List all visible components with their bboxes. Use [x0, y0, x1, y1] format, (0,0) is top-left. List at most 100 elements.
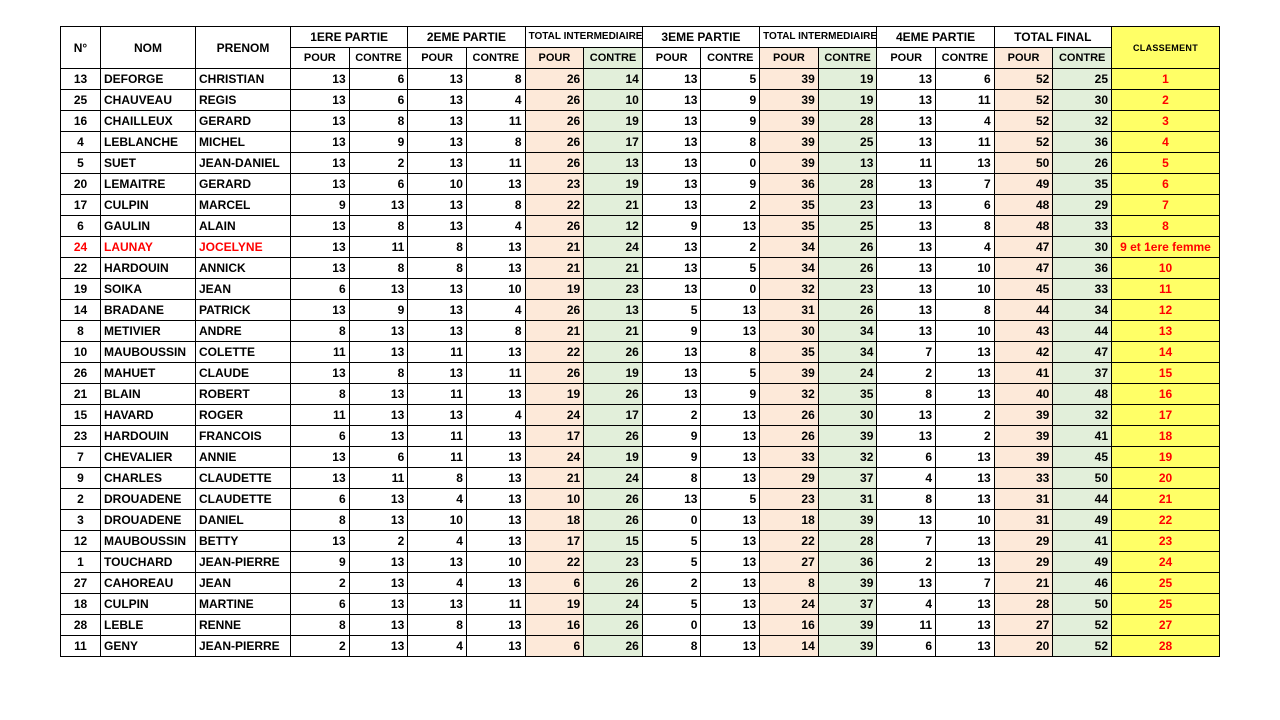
table-body: 13DEFORGECHRISTIAN1361382614135391913652… — [61, 69, 1220, 657]
cell-nom: LAUNAY — [101, 237, 196, 258]
cell-classement: 10 — [1112, 258, 1220, 279]
cell-contre: 13 — [466, 384, 525, 405]
cell-pour: 28 — [994, 594, 1053, 615]
cell-contre: 8 — [466, 195, 525, 216]
cell-contre: 28 — [818, 531, 877, 552]
cell-contre: 19 — [584, 111, 643, 132]
cell-num: 26 — [61, 363, 101, 384]
cell-contre: 9 — [701, 174, 760, 195]
cell-contre: 8 — [349, 216, 408, 237]
cell-pour: 8 — [877, 384, 936, 405]
cell-pour: 6 — [291, 426, 350, 447]
cell-contre: 13 — [936, 594, 995, 615]
cell-nom: CULPIN — [101, 195, 196, 216]
cell-contre: 13 — [466, 174, 525, 195]
cell-pour: 39 — [994, 405, 1053, 426]
cell-contre: 13 — [466, 468, 525, 489]
header-interm-1: TOTAL INTERMEDIAIRE — [525, 27, 642, 48]
cell-contre: 13 — [466, 447, 525, 468]
cell-nom: METIVIER — [101, 321, 196, 342]
cell-contre: 25 — [818, 132, 877, 153]
cell-pour: 13 — [408, 552, 467, 573]
cell-nom: CHAILLEUX — [101, 111, 196, 132]
cell-contre: 2 — [349, 531, 408, 552]
cell-pour: 4 — [408, 489, 467, 510]
cell-nom: LEMAITRE — [101, 174, 196, 195]
cell-contre: 6 — [349, 90, 408, 111]
cell-pour: 26 — [525, 111, 584, 132]
cell-prenom: MARCEL — [196, 195, 291, 216]
table-row: 7CHEVALIERANNIE1361113241991333326133945… — [61, 447, 1220, 468]
cell-num: 1 — [61, 552, 101, 573]
table-row: 11GENYJEAN-PIERRE21341362681314396132052… — [61, 636, 1220, 657]
cell-pour: 11 — [877, 615, 936, 636]
subheader-contre: CONTRE — [936, 48, 995, 69]
table-row: 9CHARLESCLAUDETTE13118132124813293741333… — [61, 468, 1220, 489]
cell-prenom: ANNICK — [196, 258, 291, 279]
cell-contre: 5 — [701, 489, 760, 510]
cell-contre: 13 — [349, 636, 408, 657]
cell-pour: 39 — [994, 426, 1053, 447]
cell-contre: 26 — [1053, 153, 1112, 174]
cell-pour: 33 — [760, 447, 819, 468]
cell-pour: 13 — [642, 90, 701, 111]
cell-pour: 26 — [525, 153, 584, 174]
cell-contre: 19 — [584, 174, 643, 195]
cell-pour: 13 — [408, 279, 467, 300]
cell-contre: 10 — [936, 258, 995, 279]
cell-pour: 48 — [994, 195, 1053, 216]
cell-pour: 7 — [877, 531, 936, 552]
cell-pour: 13 — [642, 69, 701, 90]
cell-num: 6 — [61, 216, 101, 237]
cell-contre: 31 — [818, 489, 877, 510]
cell-pour: 13 — [291, 153, 350, 174]
cell-contre: 6 — [349, 447, 408, 468]
cell-contre: 39 — [818, 615, 877, 636]
subheader-pour: POUR — [408, 48, 467, 69]
cell-contre: 17 — [584, 405, 643, 426]
cell-nom: LEBLE — [101, 615, 196, 636]
cell-pour: 52 — [994, 69, 1053, 90]
cell-pour: 8 — [760, 573, 819, 594]
cell-classement: 18 — [1112, 426, 1220, 447]
cell-pour: 9 — [642, 216, 701, 237]
cell-pour: 49 — [994, 174, 1053, 195]
cell-contre: 19 — [818, 69, 877, 90]
cell-pour: 31 — [994, 510, 1053, 531]
cell-num: 3 — [61, 510, 101, 531]
cell-num: 7 — [61, 447, 101, 468]
cell-contre: 8 — [466, 132, 525, 153]
cell-classement: 19 — [1112, 447, 1220, 468]
cell-contre: 13 — [701, 594, 760, 615]
cell-classement: 17 — [1112, 405, 1220, 426]
cell-contre: 13 — [466, 510, 525, 531]
cell-pour: 6 — [291, 594, 350, 615]
cell-num: 2 — [61, 489, 101, 510]
cell-contre: 13 — [701, 405, 760, 426]
cell-contre: 26 — [584, 426, 643, 447]
cell-contre: 32 — [1053, 405, 1112, 426]
cell-nom: CAHOREAU — [101, 573, 196, 594]
cell-classement: 9 et 1ere femme — [1112, 237, 1220, 258]
subheader-contre: CONTRE — [701, 48, 760, 69]
cell-contre: 13 — [701, 615, 760, 636]
cell-contre: 21 — [584, 321, 643, 342]
cell-pour: 18 — [525, 510, 584, 531]
cell-prenom: CHRISTIAN — [196, 69, 291, 90]
cell-contre: 13 — [349, 573, 408, 594]
cell-prenom: DANIEL — [196, 510, 291, 531]
cell-contre: 30 — [1053, 90, 1112, 111]
cell-nom: CHEVALIER — [101, 447, 196, 468]
cell-pour: 2 — [291, 636, 350, 657]
cell-contre: 50 — [1053, 468, 1112, 489]
cell-contre: 32 — [1053, 111, 1112, 132]
cell-num: 23 — [61, 426, 101, 447]
cell-contre: 4 — [466, 90, 525, 111]
cell-num: 21 — [61, 384, 101, 405]
cell-pour: 23 — [760, 489, 819, 510]
cell-contre: 49 — [1053, 552, 1112, 573]
cell-classement: 14 — [1112, 342, 1220, 363]
cell-pour: 13 — [877, 300, 936, 321]
subheader-pour: POUR — [525, 48, 584, 69]
cell-pour: 26 — [525, 216, 584, 237]
